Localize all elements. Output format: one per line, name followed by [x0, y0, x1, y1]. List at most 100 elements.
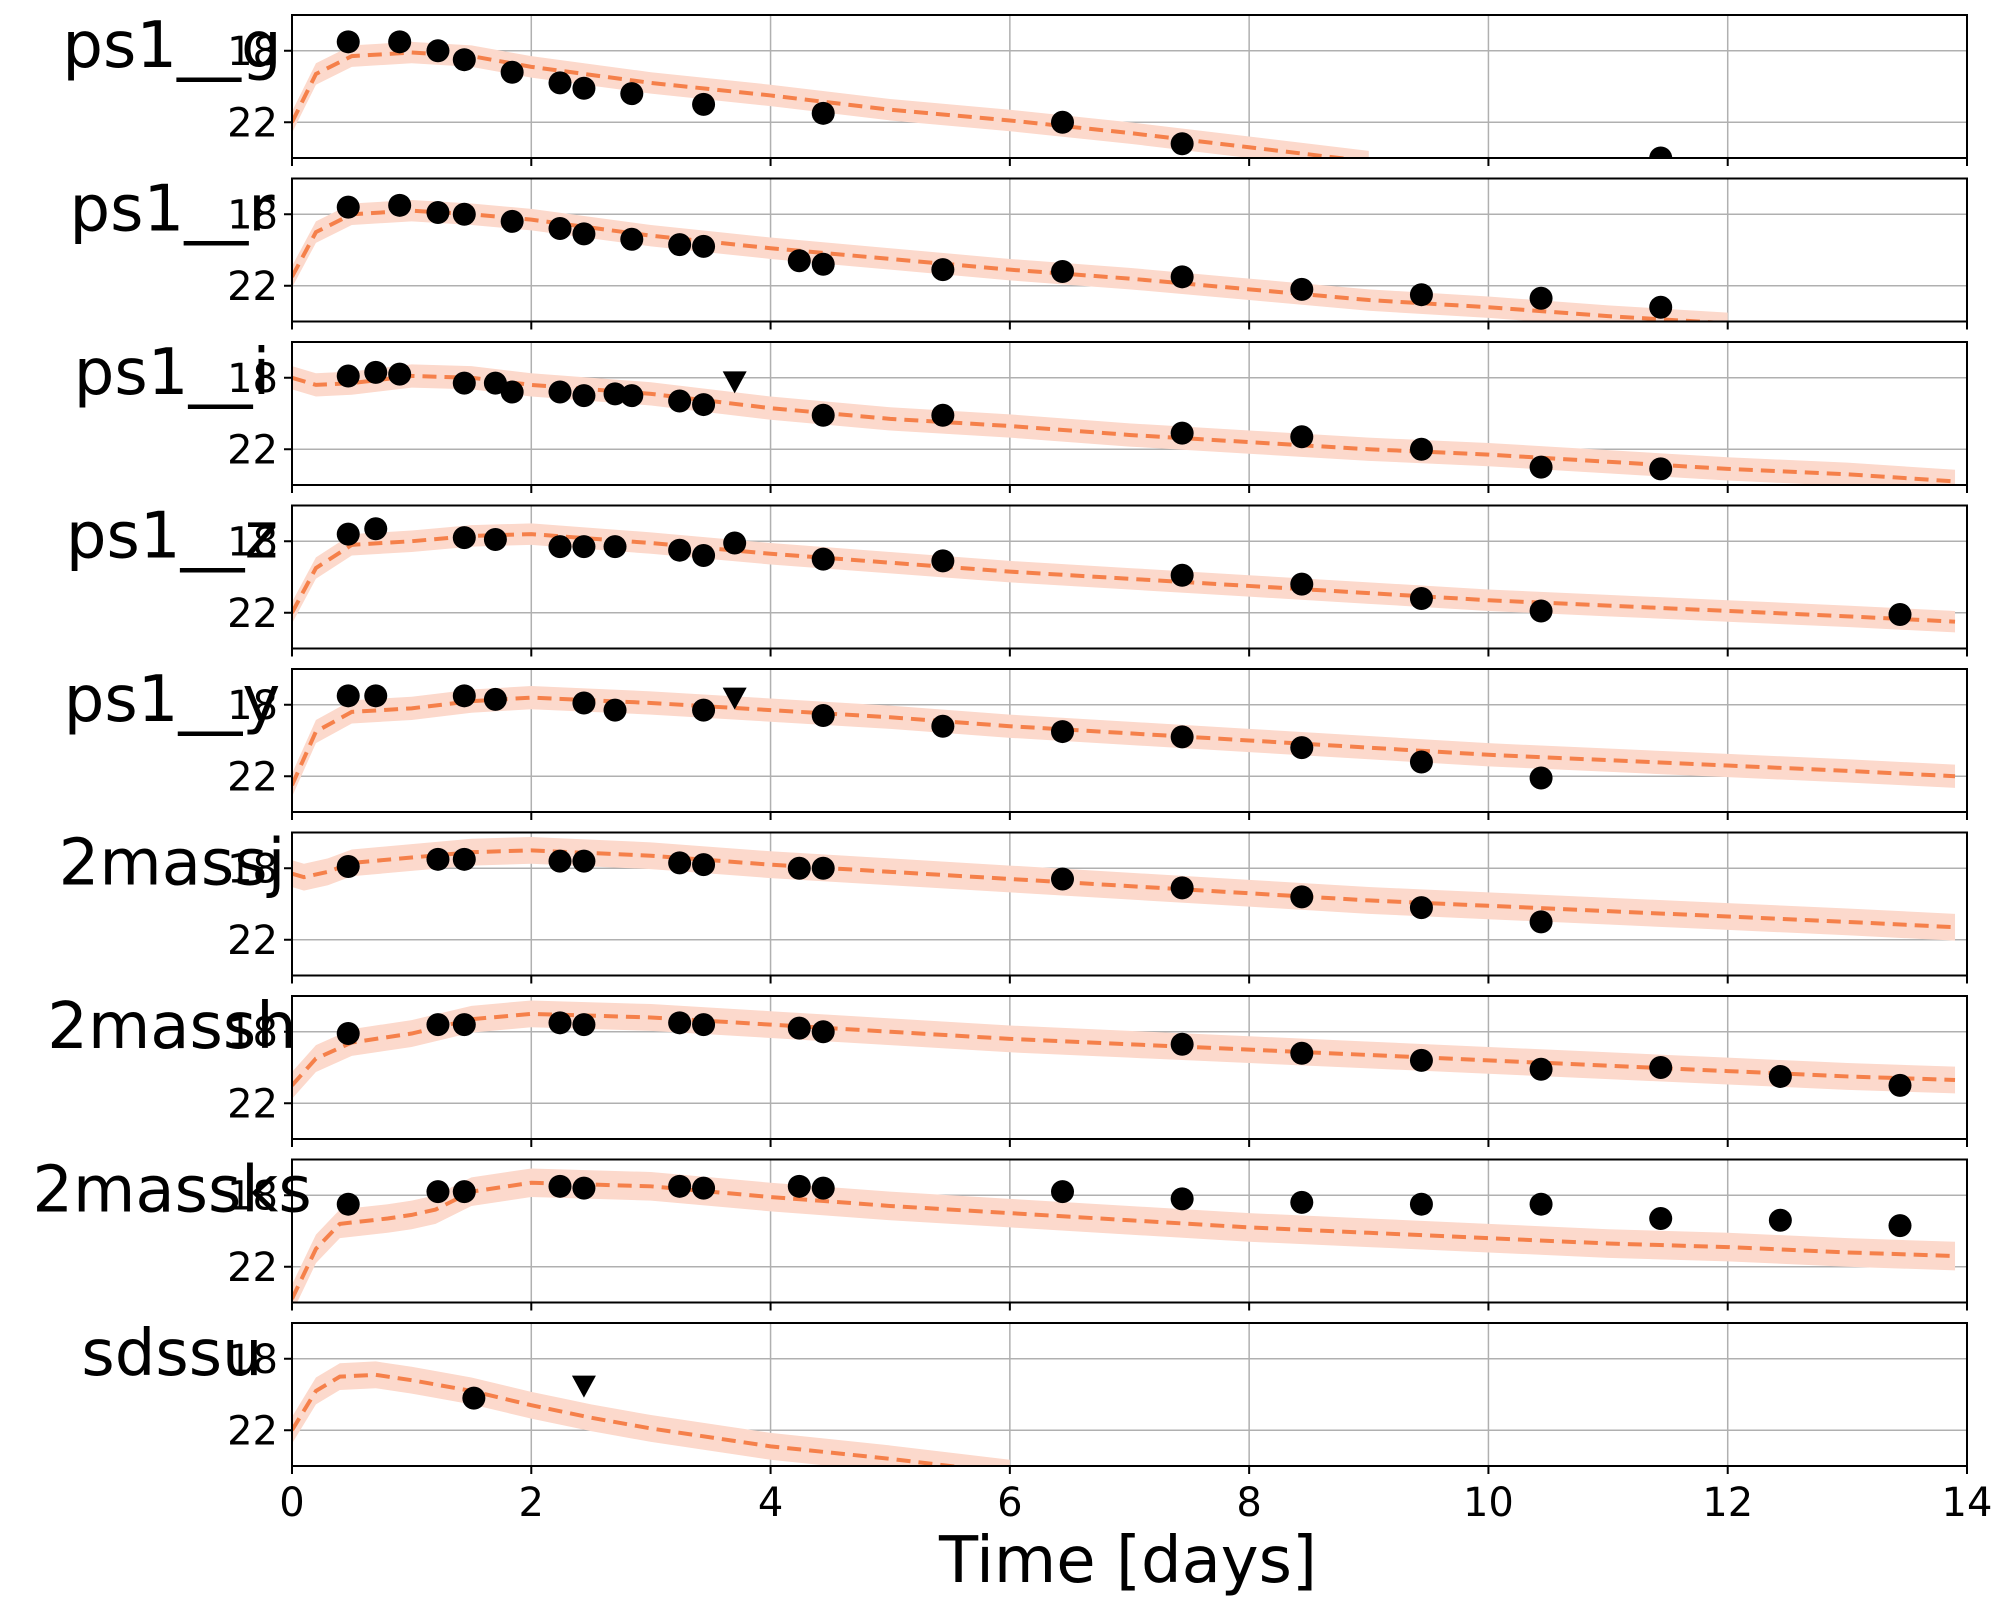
data-point	[572, 535, 596, 559]
data-point	[452, 684, 476, 708]
panel-plot-area	[292, 1168, 1956, 1303]
data-point	[1409, 1048, 1433, 1072]
data-point	[548, 1011, 572, 1035]
data-point	[388, 193, 412, 217]
panel-frame	[291, 14, 1968, 159]
data-point	[388, 362, 412, 386]
panel-sdssu: 18 22 sdssu 0 2 4 6 8 10 12 14	[81, 1317, 1992, 1526]
y-tick-label: 22	[227, 264, 278, 310]
data-point	[1170, 1187, 1194, 1211]
data-point	[1529, 1192, 1553, 1216]
band-label: 2massks	[32, 1154, 311, 1228]
data-point	[548, 217, 572, 241]
data-point	[1649, 1056, 1673, 1079]
data-point	[668, 1011, 692, 1035]
data-point	[548, 849, 572, 873]
data-point	[452, 1180, 476, 1204]
data-point	[1529, 455, 1553, 479]
data-point	[692, 853, 716, 877]
band-label: ps1__r	[70, 173, 276, 247]
data-point	[572, 1176, 596, 1200]
x-tick-label: 4	[758, 1480, 783, 1526]
panel-ps1__z: 18 22 ps1__z	[66, 500, 1968, 657]
y-tick-label: 18	[227, 519, 278, 565]
data-point	[668, 233, 692, 257]
data-point	[1290, 736, 1314, 760]
data-point	[692, 1013, 716, 1037]
data-point	[668, 1174, 692, 1198]
panels-group: 1822ps1__g1822ps1__r1822ps1__i1822ps1__z…	[32, 9, 1992, 1526]
data-point	[483, 527, 507, 551]
data-point	[811, 856, 835, 880]
data-point	[1649, 146, 1673, 158]
data-point	[931, 714, 955, 738]
data-point	[1170, 265, 1194, 289]
data-point	[1649, 457, 1673, 481]
data-point	[787, 249, 811, 273]
data-point	[692, 544, 716, 568]
data-point	[548, 535, 572, 559]
band-label: ps1__g	[62, 9, 281, 83]
band-label: 2massh	[47, 990, 297, 1064]
data-point	[500, 209, 524, 233]
data-point	[336, 1022, 360, 1046]
data-point	[931, 549, 955, 573]
data-point	[811, 1176, 835, 1200]
data-point	[336, 854, 360, 878]
model-line	[292, 50, 1356, 158]
x-tick-label: 2	[519, 1480, 544, 1526]
data-point	[1170, 132, 1194, 156]
data-point	[787, 1016, 811, 1040]
data-point	[548, 1174, 572, 1198]
data-point	[1170, 421, 1194, 445]
panel-plot-area	[292, 517, 1956, 633]
data-point	[1170, 563, 1194, 587]
model-line	[292, 1011, 1956, 1087]
data-point	[787, 856, 811, 880]
data-point	[1409, 1192, 1433, 1216]
data-point	[426, 847, 450, 871]
data-point	[668, 389, 692, 413]
data-point	[452, 48, 476, 72]
data-point	[1170, 725, 1194, 749]
panel-2massj: 18 22 2massj	[59, 827, 1968, 984]
data-point	[1529, 766, 1553, 790]
data-point	[692, 393, 716, 417]
data-point	[572, 691, 596, 715]
data-point	[620, 384, 644, 408]
data-point	[572, 1013, 596, 1037]
band-label: sdssu	[81, 1317, 262, 1391]
panel-2massh: 18 22 2massh	[47, 990, 1968, 1147]
model-band	[292, 1168, 1956, 1303]
y-tick-label: 22	[227, 427, 278, 473]
model-line	[292, 1372, 967, 1466]
data-point	[603, 382, 627, 406]
data-point	[811, 101, 835, 125]
data-point	[811, 1020, 835, 1044]
data-point	[1888, 603, 1912, 627]
data-point	[692, 92, 716, 116]
band-label: ps1__y	[64, 663, 281, 737]
panel-frame	[291, 1158, 1968, 1304]
data-point	[388, 30, 412, 54]
data-point	[364, 360, 388, 384]
data-point	[1051, 867, 1074, 891]
y-tick-label: 18	[227, 1173, 278, 1219]
data-point	[500, 380, 524, 404]
band-label: ps1__i	[74, 336, 270, 410]
data-point	[931, 258, 955, 282]
data-point	[787, 1174, 811, 1198]
model-line	[292, 848, 1956, 930]
data-point	[1649, 1206, 1673, 1230]
data-point	[364, 684, 388, 708]
data-point	[603, 535, 627, 559]
y-tick-label: 22	[227, 754, 278, 800]
data-point	[620, 82, 644, 106]
panel-frame	[291, 1322, 1968, 1467]
data-point	[1529, 910, 1553, 934]
y-tick-label: 22	[227, 591, 278, 637]
data-point	[500, 60, 524, 84]
x-tick-label: 14	[1942, 1480, 1993, 1526]
y-tick-label: 18	[227, 683, 278, 729]
data-point	[1409, 283, 1433, 307]
